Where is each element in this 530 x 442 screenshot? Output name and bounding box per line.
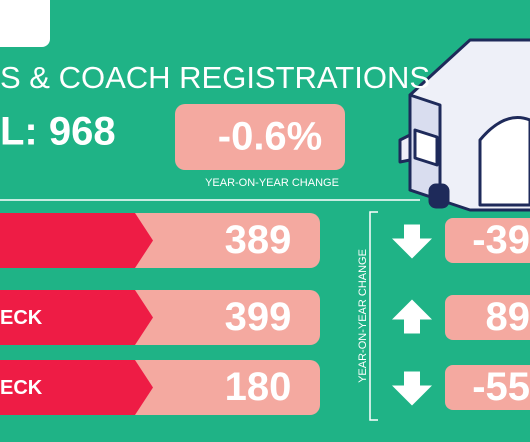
label-arrow [0,213,153,268]
side-caption: YEAR-ON-YEAR CHANGE [357,249,369,383]
change-box [445,218,530,263]
row-label: ECK [0,377,43,399]
change-caption: YEAR-ON-YEAR CHANGE [205,177,339,189]
rows: 389 -39 ECK 399 89 ECK 180 -55 [0,213,530,415]
change-box [175,104,345,170]
row-value: 399 [225,295,292,339]
logo-box [0,0,50,47]
row-change: 89 [486,295,530,339]
row-value: 180 [225,365,292,409]
row-change: -39 [472,218,530,262]
change-box [445,365,530,410]
row-change: -55 [472,365,530,409]
bus-illustration [398,38,530,212]
label-arrow [0,360,153,415]
arrow-up [392,299,432,334]
arrow-down [392,224,432,259]
total: L: 968 [0,110,116,154]
bracket [369,211,378,421]
row-label: ECK [0,307,43,329]
change-box [445,295,530,340]
row-value: 389 [225,218,292,262]
arrow-down [392,371,432,406]
title: S & COACH REGISTRATIONS [0,60,430,95]
total-change: -0.6% [218,115,323,159]
label-arrow [0,290,153,345]
